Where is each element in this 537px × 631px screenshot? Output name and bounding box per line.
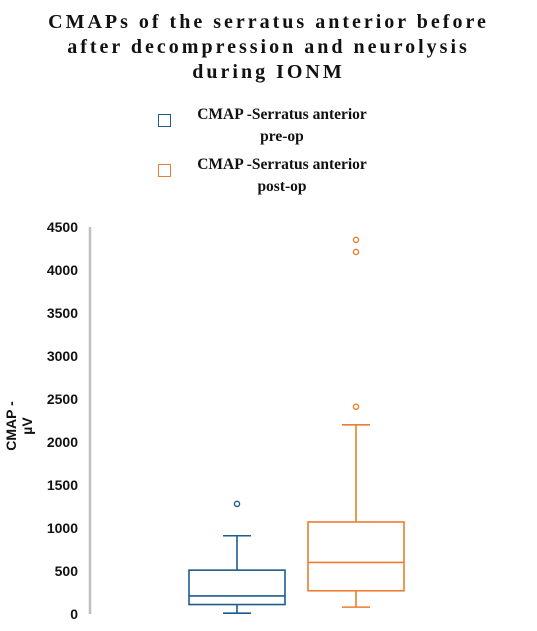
legend-item-pre-op: CMAP -Serratus anterior pre-op [156,104,406,148]
y-tick-label: 500 [55,563,79,579]
legend-label-pre-op: CMAP -Serratus anterior pre-op [197,106,367,145]
y-tick-label: 1500 [47,477,78,493]
y-tick-label: 3500 [47,305,78,321]
y-tick-label: 0 [70,606,78,622]
y-tick-label: 4500 [47,219,78,235]
y-tick-label: 4000 [47,262,78,278]
chart-title: CMAPs of the serratus anterior before af… [48,11,489,83]
box-pre-op [188,569,286,606]
outlier-post-op [352,403,360,411]
legend-swatch-post-op [158,164,171,177]
y-tick-label: 2000 [47,434,78,450]
y-tick-label: 2500 [47,391,78,407]
y-tick-label: 3000 [47,348,78,364]
box-post-op [307,521,405,592]
y-tick-label: 1000 [47,520,78,536]
legend-label-post-op: CMAP -Serratus anterior post-op [197,156,367,195]
outlier-post-op [352,248,360,256]
outlier-pre-op [233,500,241,508]
legend-item-post-op: CMAP -Serratus anterior post-op [156,154,406,198]
outlier-post-op [352,236,360,244]
legend-swatch-pre-op [158,114,171,127]
